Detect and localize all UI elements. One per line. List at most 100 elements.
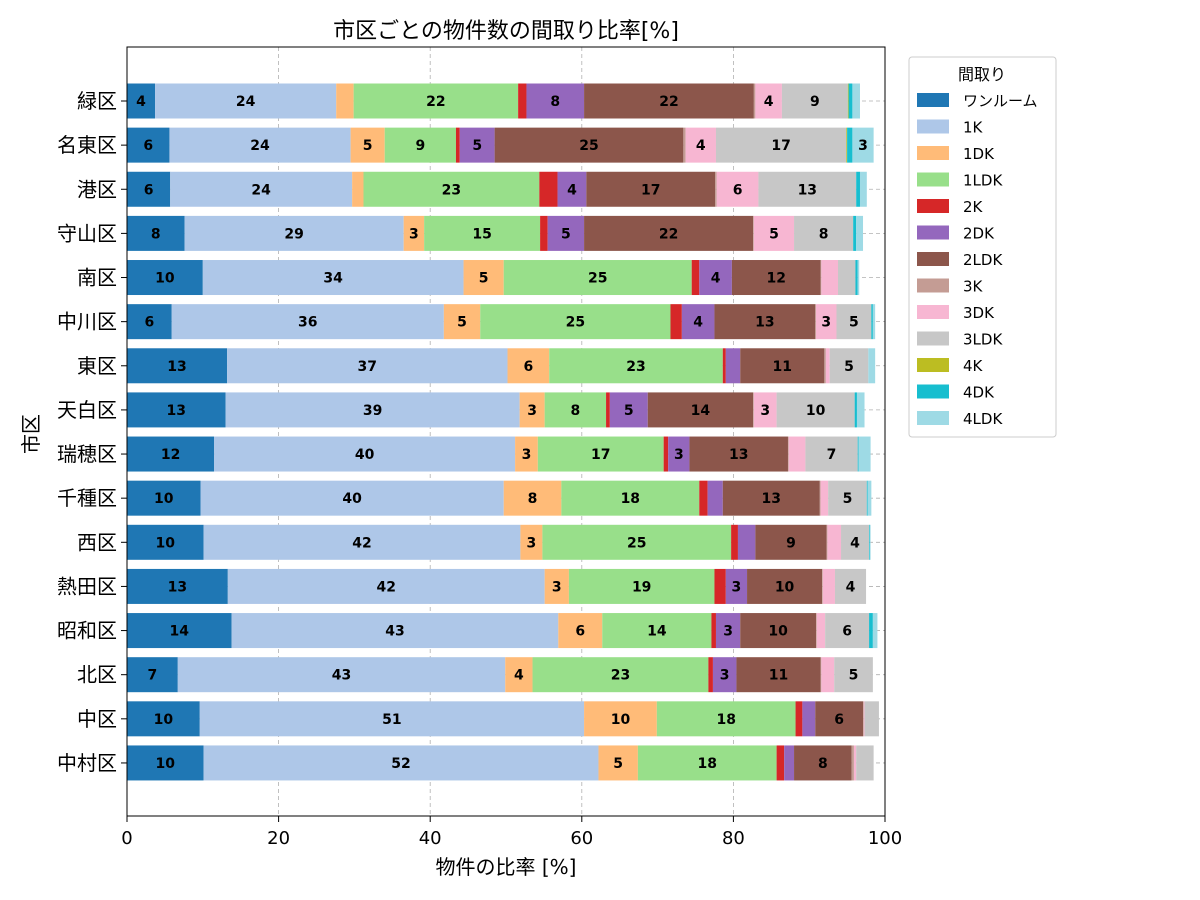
bar-segment	[784, 745, 795, 781]
data-label: 10	[154, 491, 174, 507]
data-label: 8	[528, 491, 538, 507]
bar-segment	[846, 127, 848, 163]
y-tick-label: 守山区	[57, 221, 117, 245]
bar-segment	[822, 568, 835, 604]
bar-segment	[859, 171, 867, 207]
bar-segment	[857, 436, 859, 472]
legend-swatch	[917, 252, 949, 266]
bar-segment	[826, 524, 828, 560]
data-label: 12	[766, 271, 785, 287]
data-label: 5	[472, 138, 482, 154]
bar-segment	[127, 568, 228, 604]
bar-segment	[537, 436, 664, 472]
data-label: 5	[624, 403, 634, 419]
bar-segment	[848, 83, 853, 119]
chart-title: 市区ごとの物件数の間取り比率[%]	[333, 19, 679, 44]
y-tick-label: 名東区	[57, 133, 117, 157]
bar-segment	[668, 436, 690, 472]
bar-segment	[820, 657, 822, 693]
bar-segment	[847, 127, 853, 163]
data-label: 22	[659, 94, 678, 110]
bar-segment	[712, 657, 737, 693]
bar-segment	[869, 524, 870, 560]
bar-segment	[637, 745, 777, 781]
bar-segment	[755, 83, 782, 119]
bar-segment	[606, 392, 610, 428]
bar-segment	[542, 524, 732, 560]
data-label: 29	[284, 226, 303, 242]
bar-segment	[127, 171, 171, 207]
data-label: 14	[691, 403, 711, 419]
y-tick-label: 中村区	[57, 751, 117, 775]
bar-segment	[519, 392, 545, 428]
data-label: 18	[716, 712, 735, 728]
data-label: 8	[819, 226, 829, 242]
y-tick-label: 熱田区	[57, 574, 117, 598]
bar-segment	[856, 171, 860, 207]
bar-segment	[584, 701, 657, 737]
data-label: 25	[579, 138, 598, 154]
bar-segment	[352, 171, 364, 207]
bar-segment	[716, 171, 759, 207]
data-label: 5	[457, 315, 467, 331]
data-label: 10	[768, 624, 788, 640]
bar-segment	[127, 83, 156, 119]
data-label: 9	[786, 535, 796, 551]
bar-segment	[853, 745, 857, 781]
bar-segment	[714, 304, 816, 340]
bar-segment	[127, 215, 185, 251]
bar-segment	[494, 127, 684, 163]
bar-segment	[463, 260, 504, 296]
data-label: 11	[769, 668, 788, 684]
bar-segment	[854, 392, 857, 428]
data-label: 13	[167, 359, 186, 375]
legend-label: 1DK	[963, 145, 995, 163]
data-label: 43	[332, 668, 351, 684]
bar-segment	[202, 260, 464, 296]
bar-segment	[788, 436, 806, 472]
legend-swatch	[917, 225, 949, 240]
data-label: 6	[143, 138, 153, 154]
bar-segment	[503, 480, 562, 516]
bar-segment	[722, 348, 726, 384]
data-label: 4	[764, 94, 774, 110]
bar-segment	[852, 83, 860, 119]
bar-segment	[869, 524, 871, 560]
bar-segment	[707, 480, 723, 516]
data-label: 42	[352, 535, 371, 551]
bar-segment	[863, 701, 864, 737]
bar-segment	[699, 260, 732, 296]
data-label: 3	[732, 579, 742, 595]
bar-segment	[544, 392, 607, 428]
data-label: 14	[170, 624, 190, 640]
bar-segment	[507, 348, 550, 384]
bar-segment	[568, 568, 715, 604]
bar-segment	[827, 524, 842, 560]
bar-segment	[736, 657, 821, 693]
bar-segment	[731, 524, 738, 560]
bar-segment	[725, 348, 741, 384]
bar-segment	[177, 657, 506, 693]
data-label: 4	[846, 579, 856, 595]
data-label: 10	[155, 271, 175, 287]
bar-segment	[670, 304, 682, 340]
bar-segment	[828, 480, 867, 516]
bar-segment	[795, 701, 803, 737]
bar-segment	[127, 701, 200, 737]
data-label: 24	[251, 182, 271, 198]
bar-segment	[663, 436, 669, 472]
data-label: 3	[552, 579, 562, 595]
y-tick-label: 中区	[77, 707, 117, 731]
data-label: 7	[827, 447, 837, 463]
data-label: 4	[850, 535, 860, 551]
bar-segment	[384, 127, 456, 163]
bar-segment	[203, 524, 521, 560]
bar-segment	[715, 127, 847, 163]
data-label: 40	[342, 491, 362, 507]
bar-segment	[731, 260, 821, 296]
x-tick-label: 80	[722, 828, 745, 849]
data-label: 23	[442, 182, 461, 198]
bar-segment	[821, 260, 839, 296]
bar-segment	[656, 701, 796, 737]
bar-segment	[821, 657, 835, 693]
